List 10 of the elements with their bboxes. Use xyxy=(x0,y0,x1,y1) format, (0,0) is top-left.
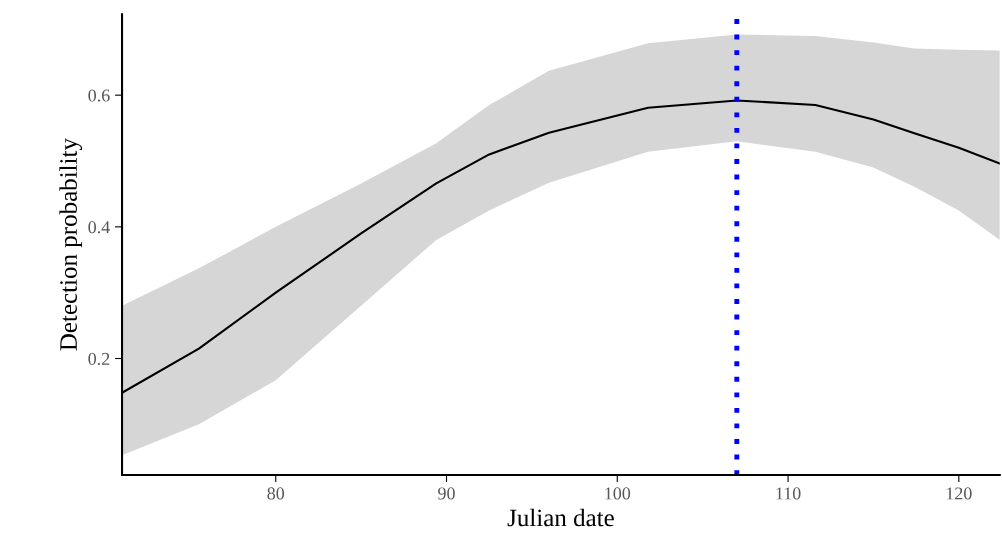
y-tick-label: 0.6 xyxy=(88,89,110,102)
x-axis-title: Julian date xyxy=(507,508,614,527)
x-tick-label: 100 xyxy=(605,487,631,500)
y-tick-label: 0.2 xyxy=(88,352,110,366)
x-tick-label: 90 xyxy=(438,487,455,500)
x-tick-label: 110 xyxy=(776,487,801,500)
y-tick-label: 0.4 xyxy=(88,221,110,234)
x-tick-label: 80 xyxy=(267,487,285,500)
y-axis-title: Detection probability xyxy=(59,138,83,351)
x-tick-label: 120 xyxy=(946,487,972,500)
